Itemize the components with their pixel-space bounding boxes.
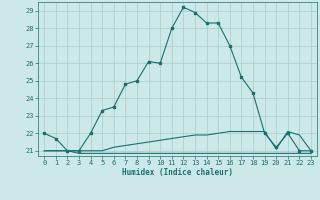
X-axis label: Humidex (Indice chaleur): Humidex (Indice chaleur) [122, 168, 233, 177]
